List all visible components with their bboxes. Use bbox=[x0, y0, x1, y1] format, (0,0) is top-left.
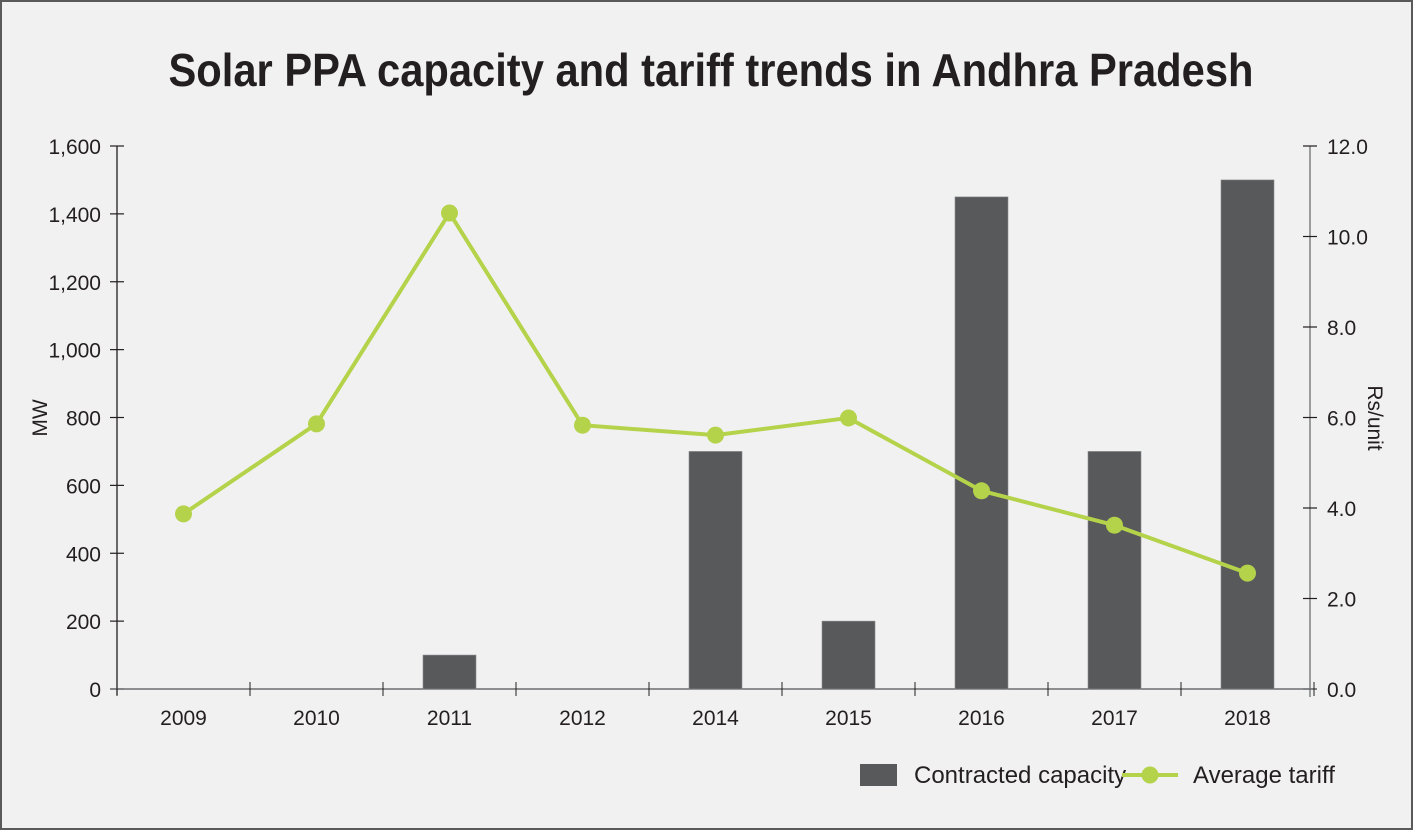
legend-swatch-capacity bbox=[860, 764, 897, 786]
right-tick-label: 6.0 bbox=[1327, 408, 1356, 431]
right-tick-label: 2.0 bbox=[1327, 589, 1356, 612]
left-tick-label: 200 bbox=[66, 611, 101, 634]
x-tick-label: 2015 bbox=[825, 707, 872, 730]
tariff-point-2018 bbox=[1239, 564, 1256, 582]
line-series bbox=[175, 204, 1256, 582]
right-tick-label: 4.0 bbox=[1327, 498, 1356, 521]
x-tick-label: 2018 bbox=[1224, 707, 1271, 730]
x-tick-label: 2017 bbox=[1091, 707, 1138, 730]
x-tick-label: 2010 bbox=[293, 707, 340, 730]
tariff-point-2017 bbox=[1106, 516, 1123, 534]
left-tick-label: 1,200 bbox=[48, 272, 101, 295]
right-tick-label: 10.0 bbox=[1327, 227, 1368, 250]
legend-label-tariff: Average tariff bbox=[1193, 762, 1335, 789]
right-tick-label: 12.0 bbox=[1327, 136, 1368, 159]
bar-2015 bbox=[821, 620, 876, 690]
left-tick-label: 0 bbox=[89, 679, 101, 702]
tariff-point-2014 bbox=[707, 426, 724, 444]
left-axis-title: MW bbox=[29, 399, 52, 436]
right-y-axis: 0.0 2.0 4.0 6.0 8.0 10.0 12.0 bbox=[1303, 136, 1368, 702]
bar-2011 bbox=[422, 654, 477, 690]
bar-2018 bbox=[1220, 179, 1275, 690]
tariff-point-2009 bbox=[175, 505, 192, 523]
bar-2016 bbox=[954, 196, 1009, 690]
left-y-axis: 0 200 400 600 800 1,000 1,200 1,400 1,600 bbox=[48, 136, 124, 702]
left-tick-label: 1,400 bbox=[48, 204, 101, 227]
right-tick-label: 0.0 bbox=[1327, 679, 1356, 702]
left-tick-label: 600 bbox=[66, 475, 101, 498]
x-tick-label: 2009 bbox=[160, 707, 207, 730]
left-tick-label: 1,000 bbox=[48, 340, 101, 363]
tariff-point-2012 bbox=[574, 416, 591, 434]
x-tick-label: 2012 bbox=[559, 707, 606, 730]
right-axis-title: Rs/unit bbox=[1363, 385, 1386, 451]
chart-title: Solar PPA capacity and tariff trends in … bbox=[169, 44, 1254, 96]
tariff-point-2010 bbox=[308, 415, 325, 433]
tariff-point-2015 bbox=[840, 409, 857, 427]
legend: Contracted capacity Average tariff bbox=[860, 762, 1335, 789]
left-tick-label: 1,600 bbox=[48, 136, 101, 159]
bar-2017 bbox=[1087, 451, 1142, 690]
legend-label-capacity: Contracted capacity bbox=[914, 762, 1126, 789]
x-tick-label: 2014 bbox=[692, 707, 739, 730]
x-tick-label: 2016 bbox=[958, 707, 1005, 730]
right-tick-label: 8.0 bbox=[1327, 317, 1356, 340]
x-tick-label: 2011 bbox=[427, 707, 472, 730]
left-tick-label: 400 bbox=[66, 543, 101, 566]
left-tick-label: 800 bbox=[66, 408, 101, 431]
legend-marker-tariff bbox=[1141, 766, 1159, 784]
bar-series bbox=[422, 179, 1275, 690]
tariff-point-2016 bbox=[973, 482, 990, 500]
tariff-point-2011 bbox=[441, 204, 458, 222]
bar-2014 bbox=[688, 451, 743, 690]
